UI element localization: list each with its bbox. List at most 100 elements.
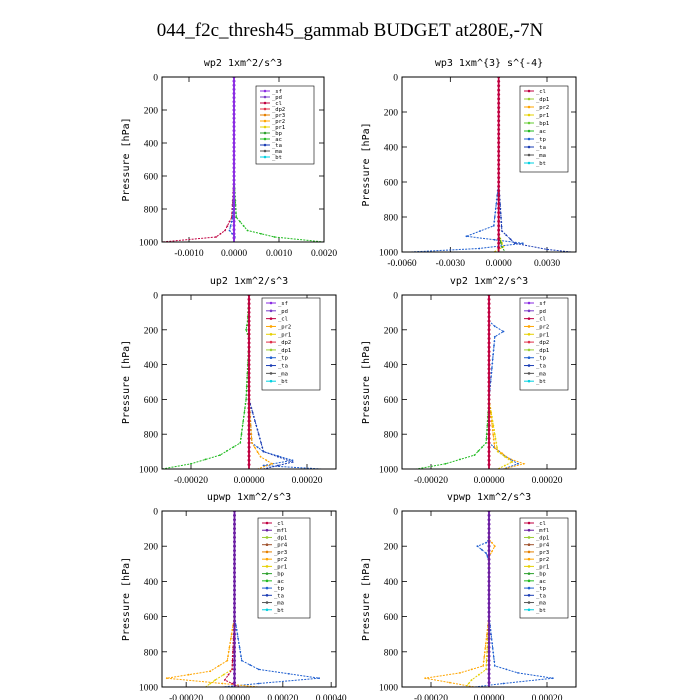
legend-label: _pr1 bbox=[278, 332, 291, 338]
series-point bbox=[232, 96, 236, 99]
y-tick-label: 600 bbox=[384, 396, 399, 406]
series-point bbox=[487, 393, 491, 397]
series-point bbox=[487, 646, 491, 649]
series-point bbox=[517, 672, 519, 674]
series-point bbox=[487, 650, 491, 654]
legend-label: _pd bbox=[536, 309, 546, 315]
legend-label: _bt bbox=[536, 379, 546, 385]
series-point bbox=[491, 642, 494, 645]
legend-label: _ta bbox=[536, 364, 546, 370]
series-point bbox=[487, 415, 491, 419]
legend-label: _cl bbox=[274, 521, 284, 527]
series-point bbox=[225, 450, 228, 452]
legend-label: _ma bbox=[272, 149, 282, 155]
series-point bbox=[232, 220, 236, 223]
legend-marker bbox=[527, 97, 531, 101]
series-point bbox=[473, 454, 476, 456]
series-point bbox=[487, 406, 491, 410]
y-tick-label: 1000 bbox=[139, 684, 158, 694]
legend-marker bbox=[265, 594, 269, 597]
series-point bbox=[233, 522, 236, 526]
series-point bbox=[235, 216, 238, 219]
plot-frame bbox=[161, 510, 337, 688]
series-point bbox=[232, 236, 236, 240]
series-point bbox=[497, 136, 501, 140]
legend-label: _ta bbox=[274, 593, 284, 599]
legend-marker bbox=[269, 379, 273, 383]
y-tick-label: 200 bbox=[144, 543, 159, 553]
series-point bbox=[237, 637, 240, 640]
legend-label: _pd bbox=[272, 95, 282, 101]
legend-marker bbox=[269, 332, 273, 336]
legend-label: _bt bbox=[278, 379, 288, 385]
series-point bbox=[265, 459, 268, 462]
series-point bbox=[247, 306, 251, 310]
series-point bbox=[487, 580, 491, 583]
legend-marker bbox=[263, 113, 267, 117]
series-point bbox=[233, 610, 236, 614]
series-point bbox=[257, 433, 260, 436]
x-tick-label: -0.0030 bbox=[436, 259, 466, 269]
series-point bbox=[249, 664, 252, 666]
series-point bbox=[497, 123, 501, 127]
y-tick-label: 800 bbox=[144, 206, 159, 216]
series-point bbox=[487, 641, 491, 645]
legend-label: _pr2 bbox=[536, 324, 549, 330]
series-point bbox=[491, 415, 493, 418]
legend-label: _tp bbox=[274, 586, 284, 592]
series-point bbox=[233, 668, 236, 671]
series-group bbox=[424, 511, 554, 687]
series-point bbox=[487, 514, 491, 517]
series-point bbox=[497, 180, 501, 184]
y-tick-label: 600 bbox=[384, 179, 399, 189]
series-point bbox=[247, 406, 251, 410]
series-line bbox=[205, 511, 235, 687]
legend-marker bbox=[269, 348, 273, 352]
legend-marker bbox=[527, 301, 531, 305]
series-point bbox=[247, 311, 251, 314]
series-point bbox=[500, 221, 503, 224]
series-point bbox=[233, 562, 236, 566]
series-point bbox=[277, 455, 279, 458]
series-point bbox=[247, 428, 251, 432]
y-tick-label: 0 bbox=[153, 292, 158, 302]
series-point bbox=[487, 376, 491, 379]
legend-marker bbox=[265, 586, 269, 590]
series-point bbox=[509, 238, 512, 241]
series-point bbox=[232, 79, 236, 83]
chart-title: wp3 1xm^{3} s^{-4} bbox=[435, 58, 543, 69]
series-point bbox=[232, 224, 236, 227]
chart-title: wp2 1xm^2/s^3 bbox=[204, 58, 282, 69]
series-line bbox=[498, 77, 572, 252]
series-point bbox=[501, 230, 503, 232]
series-point bbox=[497, 171, 501, 175]
series-point bbox=[487, 345, 491, 349]
series-point bbox=[493, 660, 496, 663]
chart-panel: wp3 1xm^{3} s^{-4} Pressure [hPa] 0 200 400 6… bbox=[361, 58, 577, 269]
series-point bbox=[215, 236, 217, 238]
series-point bbox=[214, 679, 217, 681]
series-point bbox=[497, 211, 501, 215]
series-point bbox=[247, 324, 251, 327]
legend-label: _dp2 bbox=[536, 340, 549, 346]
series-point bbox=[487, 302, 491, 306]
legend-box bbox=[255, 85, 315, 165]
legend-label: _pr1 bbox=[274, 564, 287, 570]
series-point bbox=[247, 319, 251, 323]
series-point bbox=[232, 446, 235, 448]
series-point bbox=[499, 212, 502, 215]
series-point bbox=[247, 415, 251, 419]
series-group bbox=[162, 295, 322, 469]
series-point bbox=[232, 162, 236, 166]
legend-marker bbox=[527, 137, 531, 141]
series-point bbox=[247, 363, 251, 366]
series-point bbox=[247, 424, 251, 427]
series-point bbox=[487, 540, 491, 544]
series-point bbox=[246, 229, 249, 232]
series-point bbox=[245, 324, 248, 327]
series-point bbox=[493, 429, 495, 431]
series-point bbox=[273, 236, 276, 238]
series-point bbox=[493, 220, 496, 223]
series-point bbox=[247, 345, 251, 349]
legend-label: _dp1 bbox=[536, 535, 549, 541]
